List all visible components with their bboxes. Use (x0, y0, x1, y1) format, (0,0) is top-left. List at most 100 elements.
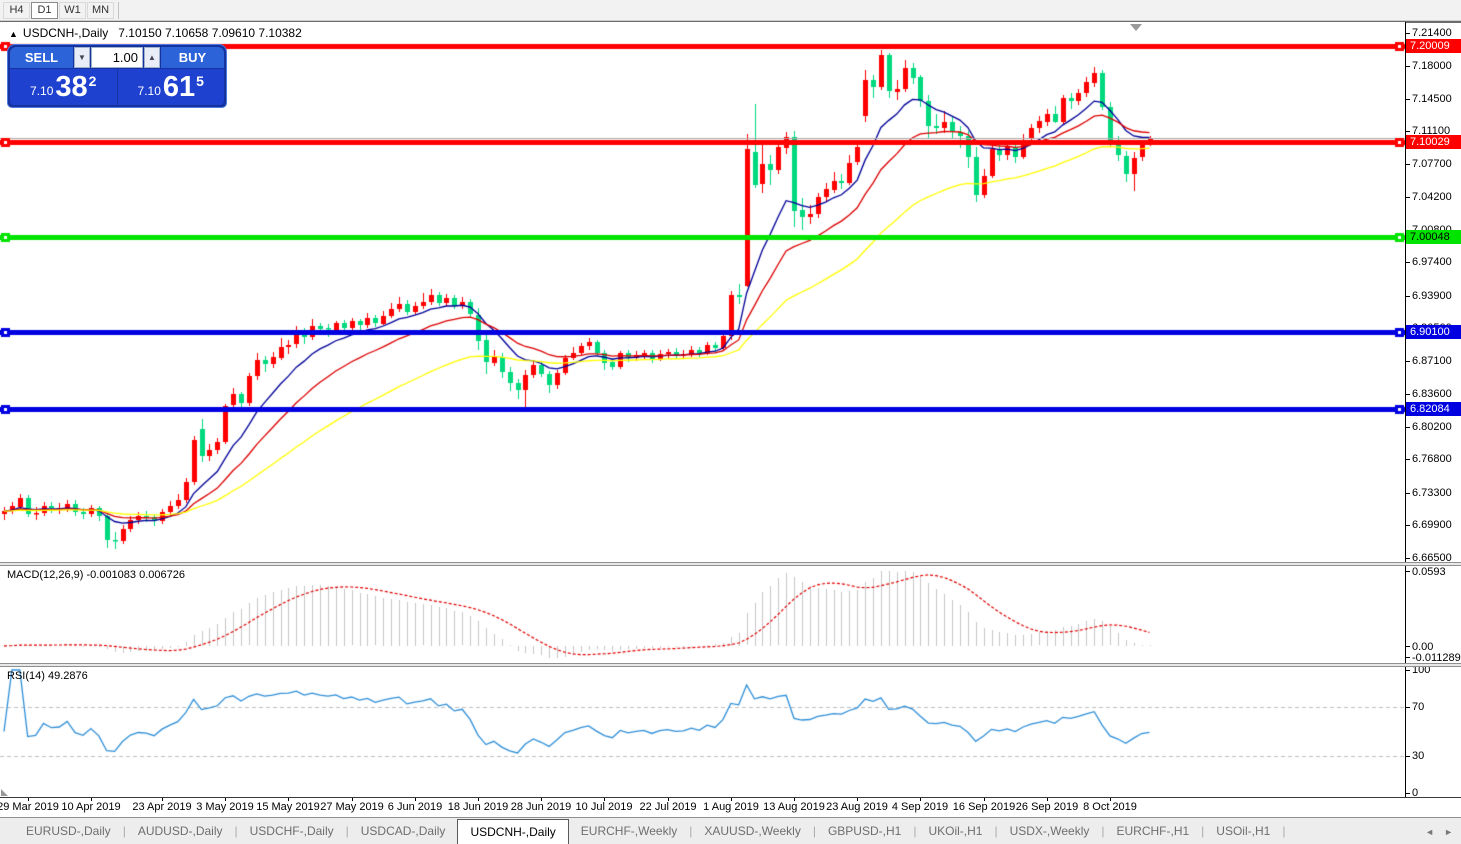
date-axis-tick-mark (731, 798, 732, 801)
date-axis-tick-mark (91, 798, 92, 801)
timeframe-toolbar: H4 D1 W1 MN (0, 0, 1461, 21)
axis-badge: 7.10029 (1406, 135, 1461, 149)
sell-price-big: 38 (55, 71, 88, 103)
price-axis-tick-label: 7.07700 (1412, 158, 1452, 170)
chart-tab-eurchf-weekly[interactable]: EURCHF-,Weekly (580, 824, 678, 838)
macd-indicator-canvas[interactable] (0, 566, 1406, 663)
volume-decrease-button[interactable]: ▼ (74, 47, 90, 68)
chart-tab-eurchf-h1[interactable]: EURCHF-,H1 (1116, 824, 1190, 838)
date-axis-tick-mark (1110, 798, 1111, 801)
price-axis-tick-mark (1406, 493, 1410, 494)
date-axis-label: 3 May 2019 (196, 801, 254, 813)
date-axis-tick-mark (794, 798, 795, 801)
price-axis-border (1405, 22, 1406, 797)
panel-resize-grip-icon[interactable] (1, 789, 8, 796)
buy-price-button[interactable]: 7.10 61 5 (117, 69, 224, 105)
price-axis-tick-mark (1406, 394, 1410, 395)
axis-badge: 6.90100 (1406, 325, 1461, 339)
price-axis-tick-mark (1406, 459, 1410, 460)
date-axis-label: 8 Oct 2019 (1083, 801, 1137, 813)
price-axis-tick-mark (1406, 296, 1410, 297)
price-axis-tick-label: 6.73300 (1412, 487, 1452, 499)
axis-badge: 7.00048 (1406, 230, 1461, 244)
price-axis-tick-mark (1406, 361, 1410, 362)
arrow-up-icon: ▲ (148, 53, 156, 62)
sell-price-sup: 2 (88, 73, 97, 89)
date-axis-tick-mark (415, 798, 416, 801)
date-axis-label: 4 Sep 2019 (891, 801, 949, 813)
rsi-axis-tick-mark (1406, 756, 1410, 757)
tab-separator: | (812, 824, 816, 838)
chart-tab-ukoil-h1[interactable]: UKOil-,H1 (928, 824, 983, 838)
price-axis-tick-label: 6.83600 (1412, 388, 1452, 400)
date-axis-tick-mark (352, 798, 353, 801)
sell-button[interactable]: SELL (10, 47, 73, 68)
price-axis-tick-label: 6.93900 (1412, 290, 1452, 302)
price-axis-tick-label: 6.97400 (1412, 256, 1452, 268)
price-axis-tick-label: 6.76800 (1412, 453, 1452, 465)
chart-tab-eurusd-daily[interactable]: EURUSD-,Daily (26, 824, 111, 838)
buy-price-big: 61 (162, 71, 196, 103)
date-axis: 29 Mar 2019 10 Apr 2019 23 Apr 2019 3 May 2… (0, 797, 1461, 817)
macd-axis-max-label-mark (1406, 571, 1410, 572)
date-axis-label: 23 Apr 2019 (132, 801, 192, 813)
tab-separator: | (345, 824, 349, 838)
date-axis-label: 28 Jun 2019 (510, 801, 572, 813)
sell-price-button[interactable]: 7.10 38 2 (10, 69, 117, 105)
date-axis-tick-mark (225, 798, 226, 801)
price-axis-tick-mark (1406, 197, 1410, 198)
price-axis-tick-label: 7.14500 (1412, 93, 1452, 105)
buy-price-prefix: 7.10 (137, 84, 161, 98)
date-axis-tick-mark (604, 798, 605, 801)
chart-shift-marker-icon[interactable] (1130, 24, 1142, 31)
date-axis-label: 22 Jul 2019 (639, 801, 697, 813)
macd-axis-zero-label-mark (1406, 646, 1410, 647)
timeframe-button-h4[interactable]: H4 (3, 1, 30, 19)
panel-splitter[interactable] (0, 663, 1461, 667)
date-axis-tick-mark (984, 798, 985, 801)
date-axis-tick-mark (857, 798, 858, 801)
chart-tab-bar: EURUSD-,Daily | AUDUSD-,Daily | USDCHF-,Dail… (0, 817, 1461, 844)
toolbar-separator (118, 1, 119, 19)
date-axis-label: 10 Jul 2019 (575, 801, 633, 813)
chart-tab-xauusd-weekly[interactable]: XAUUSD-,Weekly (704, 824, 801, 838)
chart-tab-usoil-h1[interactable]: USOil-,H1 (1216, 824, 1271, 838)
timeframe-button-mn[interactable]: MN (87, 1, 114, 19)
date-axis-tick-mark (541, 798, 542, 801)
chart-tab-usdcnh-daily[interactable]: USDCNH-,Daily (457, 819, 569, 844)
chart-tab-audusd-daily[interactable]: AUDUSD-,Daily (137, 824, 223, 838)
date-axis-tick-mark (162, 798, 163, 801)
tab-scroll-right-icon[interactable]: ► (1444, 826, 1453, 837)
date-axis-tick-mark (288, 798, 289, 801)
tab-scroll-left-icon[interactable]: ◄ (1425, 826, 1435, 837)
rsi-axis-tick-mark (1406, 670, 1410, 671)
chart-tab-usdchf-daily[interactable]: USDCHF-,Daily (249, 824, 334, 838)
timeframe-button-w1[interactable]: W1 (59, 1, 86, 19)
date-axis-label: 27 May 2019 (320, 801, 384, 813)
date-axis-label: 26 Sep 2019 (1015, 801, 1079, 813)
buy-button[interactable]: BUY (161, 47, 224, 68)
date-axis-label: 15 May 2019 (256, 801, 320, 813)
date-axis-tick-mark (668, 798, 669, 801)
price-axis-tick-mark (1406, 262, 1410, 263)
tab-separator: | (1201, 824, 1205, 838)
price-chart-canvas[interactable] (0, 22, 1406, 562)
date-axis-label: 29 Mar 2019 (0, 801, 59, 813)
rsi-axis-tick-label: 0 (1412, 787, 1419, 799)
chart-tab-usdcad-daily[interactable]: USDCAD-,Daily (360, 824, 446, 838)
chart-tab-gbpusd-h1[interactable]: GBPUSD-,H1 (827, 824, 902, 838)
price-axis-tick-mark (1406, 99, 1410, 100)
timeframe-button-d1[interactable]: D1 (31, 1, 58, 19)
price-axis-tick-label: 6.69900 (1412, 519, 1452, 531)
date-axis-label: 10 Apr 2019 (61, 801, 121, 813)
volume-input[interactable] (91, 47, 143, 68)
panel-splitter[interactable] (0, 562, 1461, 566)
macd-axis-zero-label: 0.00 (1412, 641, 1434, 653)
collapse-arrow-icon[interactable]: ▲ (9, 29, 18, 39)
volume-increase-button[interactable]: ▲ (144, 47, 160, 68)
rsi-axis-tick-label: 70 (1412, 701, 1425, 713)
tab-separator: | (122, 824, 126, 838)
chart-tab-usdx-weekly[interactable]: USDX-,Weekly (1009, 824, 1090, 838)
rsi-axis-tick-mark (1406, 707, 1410, 708)
rsi-indicator-canvas[interactable] (0, 667, 1406, 797)
